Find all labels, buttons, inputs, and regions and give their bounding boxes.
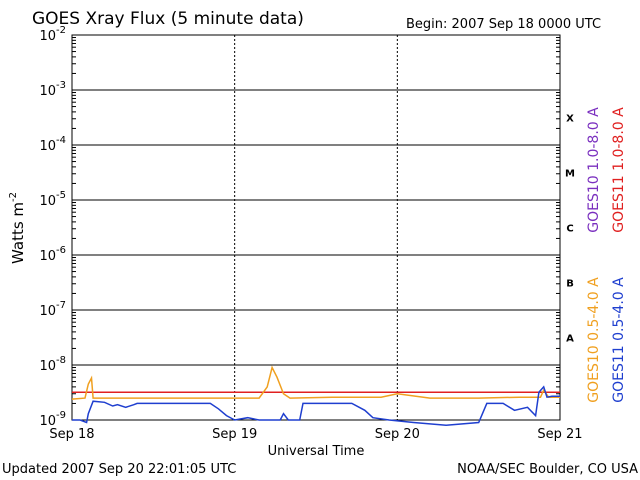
y-tick-exp: -3 (56, 80, 66, 91)
legend: GOES10 1.0-8.0 A GOES11 1.0-8.0 A GOES10 0… (586, 107, 627, 403)
y-tick-label: 10-9 (39, 410, 66, 429)
y-tick-exp: -6 (56, 245, 66, 256)
y-tick-base: 10 (39, 84, 56, 99)
y-axis-label: Watts m-2 (8, 192, 27, 264)
y-tick-label: 10-2 (39, 25, 66, 44)
y-tick-exp: -7 (56, 300, 66, 311)
y-tick-exp: -9 (56, 410, 66, 421)
legend-entry: GOES10 0.5-4.0 A (586, 277, 602, 403)
y-tick-base: 10 (39, 139, 56, 154)
series-line (71, 365, 560, 400)
credit-text: NOAA/SEC Boulder, CO USA (457, 462, 638, 477)
y-tick-label: 10-4 (39, 135, 66, 154)
y-tick-exp: -8 (56, 355, 66, 366)
chart-title: GOES Xray Flux (5 minute data) (32, 9, 304, 29)
flare-class-labels: X M C B A (565, 114, 575, 345)
begin-label: Begin: 2007 Sep 18 0000 UTC (406, 17, 601, 32)
y-tick-base: 10 (39, 249, 56, 264)
flare-class-label: M (565, 169, 575, 180)
grid-lines (72, 35, 560, 420)
svg-text:Watts m-2: Watts m-2 (8, 192, 27, 264)
series-layer (71, 365, 560, 427)
x-tick-labels: Sep 18 Sep 19 Sep 20 Sep 21 (49, 427, 582, 442)
series-line (72, 385, 560, 427)
y-tick-label: 10-3 (39, 80, 66, 99)
flare-class-label: B (566, 279, 574, 290)
y-tick-base: 10 (39, 359, 56, 374)
legend-entry: GOES10 1.0-8.0 A (586, 107, 602, 233)
y-tick-base: 10 (39, 29, 56, 44)
plot-area (71, 34, 561, 421)
x-axis-label: Universal Time (268, 444, 365, 459)
y-tick-base: 10 (39, 414, 56, 429)
flare-class-label: A (566, 334, 574, 345)
flare-class-label: C (566, 224, 573, 235)
y-tick-exp: -2 (56, 25, 66, 36)
y-tick-label: 10-8 (39, 355, 66, 374)
y-tick-base: 10 (39, 194, 56, 209)
y-tick-label: 10-7 (39, 300, 66, 319)
x-tick-label: Sep 18 (49, 427, 94, 442)
updated-timestamp: Updated 2007 Sep 20 22:01:05 UTC (2, 462, 236, 477)
x-tick-label: Sep 20 (375, 427, 420, 442)
y-tick-base: 10 (39, 304, 56, 319)
y-tick-exp: -5 (56, 190, 66, 201)
legend-entry: GOES11 0.5-4.0 A (611, 277, 627, 403)
y-tick-label: 10-6 (39, 245, 66, 264)
y-axis-label-base: Watts m (9, 202, 27, 264)
y-axis-label-exp: -2 (8, 192, 19, 202)
y-tick-exp: -4 (56, 135, 66, 146)
y-tick-label: 10-5 (39, 190, 66, 209)
x-tick-label: Sep 19 (212, 427, 257, 442)
x-tick-label: Sep 21 (537, 427, 582, 442)
flare-class-label: X (566, 114, 574, 125)
legend-entry: GOES11 1.0-8.0 A (611, 107, 627, 233)
y-tick-labels: 10-210-310-410-510-610-710-810-9 (39, 25, 66, 429)
